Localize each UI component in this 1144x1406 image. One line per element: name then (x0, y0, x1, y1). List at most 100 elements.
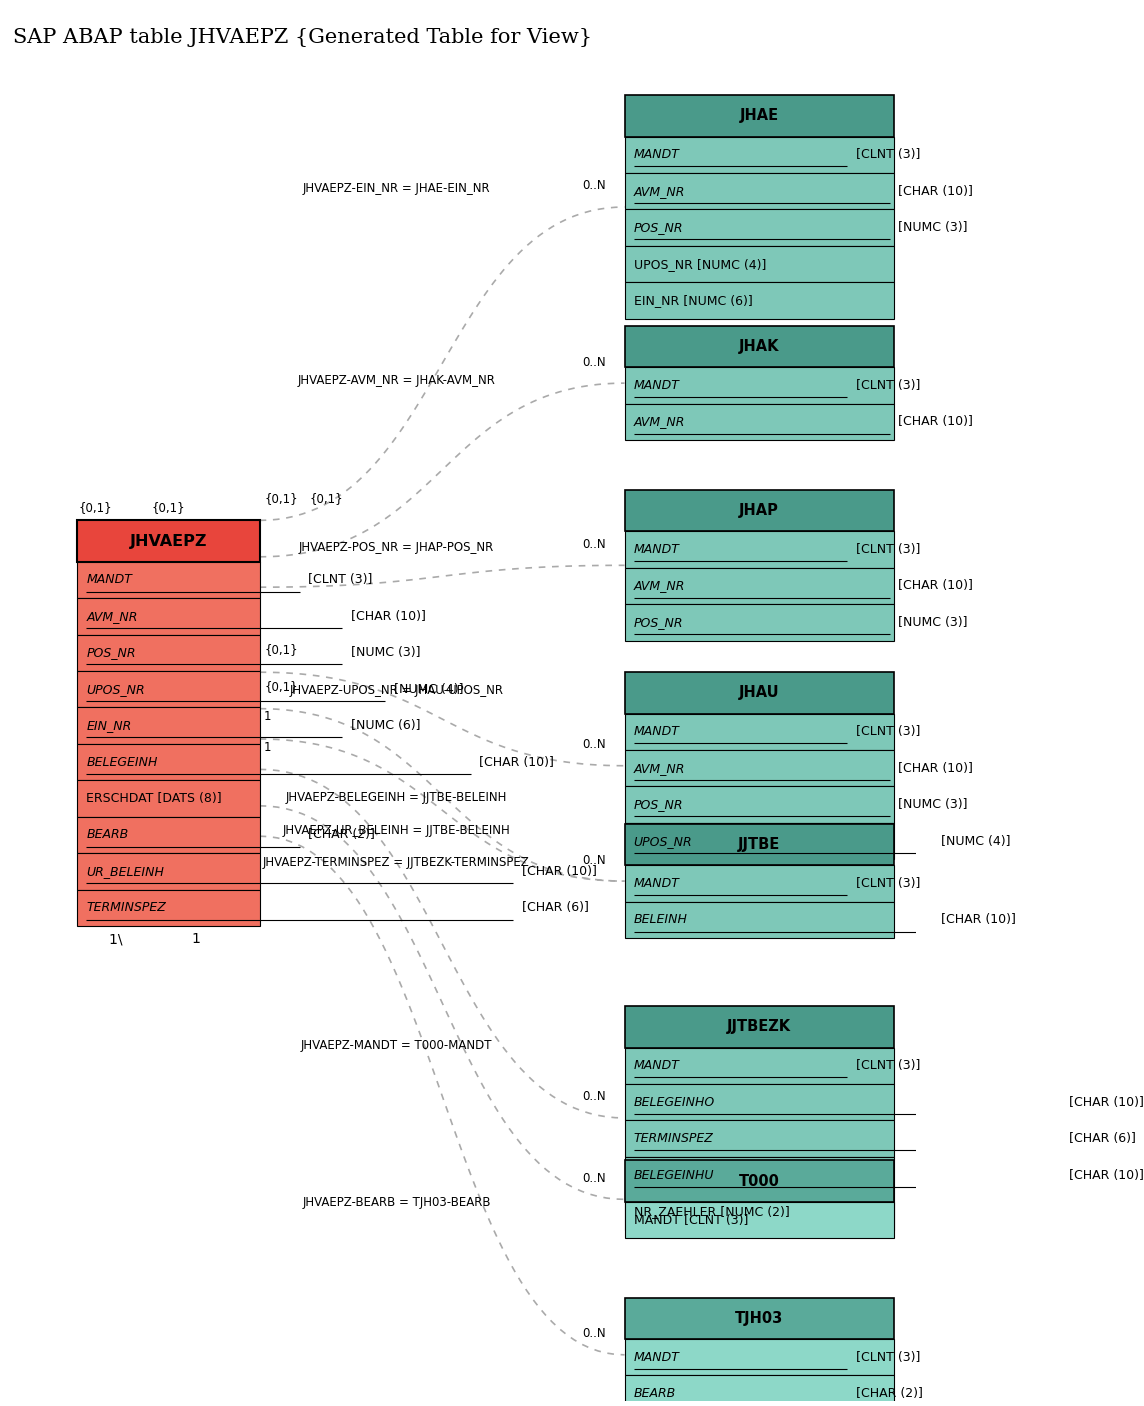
Bar (625, 1298, 893, 1339)
Text: [CLNT (3)]: [CLNT (3)] (851, 1351, 920, 1364)
Text: POS_NR: POS_NR (86, 647, 136, 659)
Text: 0..N: 0..N (582, 1327, 606, 1340)
Text: JHAK: JHAK (739, 339, 779, 354)
Bar (77, 853, 260, 890)
Text: TJH03: TJH03 (734, 1310, 784, 1326)
Text: [CHAR (10)]: [CHAR (10)] (895, 184, 974, 198)
Text: AVM_NR: AVM_NR (634, 416, 685, 429)
Bar (625, 1375, 893, 1406)
Bar (625, 901, 893, 938)
Text: NR_ZAEHLER [NUMC (2)]: NR_ZAEHLER [NUMC (2)] (634, 1205, 789, 1218)
Bar (77, 744, 260, 780)
Text: MANDT: MANDT (634, 725, 680, 738)
Text: 0..N: 0..N (582, 1091, 606, 1104)
Bar (625, 672, 893, 713)
Text: POS_NR: POS_NR (634, 616, 683, 628)
Text: BELEINH: BELEINH (634, 914, 688, 927)
Text: [NUMC (4)]: [NUMC (4)] (390, 683, 463, 696)
Text: EIN_NR [NUMC (6)]: EIN_NR [NUMC (6)] (634, 294, 753, 307)
Text: POS_NR: POS_NR (634, 221, 683, 235)
Text: [CLNT (3)]: [CLNT (3)] (304, 574, 373, 586)
Bar (625, 1084, 893, 1121)
Bar (77, 707, 260, 744)
Text: UR_BELEINH: UR_BELEINH (86, 865, 164, 877)
Text: 0..N: 0..N (582, 180, 606, 193)
Text: {0,1}: {0,1} (264, 492, 297, 505)
Bar (625, 1194, 893, 1230)
Text: MANDT: MANDT (634, 1351, 680, 1364)
Text: BELEGEINHO: BELEGEINHO (634, 1095, 715, 1109)
Bar (625, 1157, 893, 1194)
Text: JJTBE: JJTBE (738, 837, 780, 852)
Text: MANDT: MANDT (634, 380, 680, 392)
Bar (77, 817, 260, 853)
Text: [CHAR (10)]: [CHAR (10)] (347, 610, 426, 623)
Text: SAP ABAP table JHVAEPZ {Generated Table for View}: SAP ABAP table JHVAEPZ {Generated Table … (14, 28, 593, 48)
Text: JHVAEPZ-POS_NR = JHAP-POS_NR: JHVAEPZ-POS_NR = JHAP-POS_NR (299, 540, 494, 554)
Text: JHVAEPZ-UPOS_NR = JHAU-UPOS_NR: JHVAEPZ-UPOS_NR = JHAU-UPOS_NR (289, 683, 503, 697)
Text: [NUMC (3)]: [NUMC (3)] (895, 799, 968, 811)
Text: 0..N: 0..N (582, 738, 606, 751)
Bar (625, 96, 893, 136)
Bar (625, 605, 893, 641)
Text: 0..N: 0..N (582, 356, 606, 368)
Text: {0,1}: {0,1} (310, 492, 343, 505)
Bar (625, 283, 893, 319)
Text: [CLNT (3)]: [CLNT (3)] (851, 877, 920, 890)
Text: [NUMC (6)]: [NUMC (6)] (347, 718, 421, 733)
Text: MANDT: MANDT (634, 1059, 680, 1073)
Bar (625, 865, 893, 901)
Text: [NUMC (3)]: [NUMC (3)] (895, 616, 968, 628)
Text: JHAU: JHAU (739, 685, 779, 700)
Bar (625, 568, 893, 605)
Text: JHVAEPZ-TERMINSPEZ = JJTBEZK-TERMINSPEZ: JHVAEPZ-TERMINSPEZ = JJTBEZK-TERMINSPEZ (263, 856, 530, 869)
Bar (625, 1007, 893, 1047)
Text: [CLNT (3)]: [CLNT (3)] (851, 1059, 920, 1073)
Text: [CHAR (2)]: [CHAR (2)] (851, 1388, 922, 1400)
Text: [CHAR (10)]: [CHAR (10)] (518, 865, 597, 877)
Text: 1: 1 (264, 741, 271, 754)
Bar (77, 890, 260, 927)
Text: JHAP: JHAP (739, 503, 779, 519)
Text: [CHAR (10)]: [CHAR (10)] (937, 914, 1016, 927)
Text: [CLNT (3)]: [CLNT (3)] (851, 380, 920, 392)
Text: [CHAR (10)]: [CHAR (10)] (895, 416, 974, 429)
Text: 0..N: 0..N (582, 853, 606, 866)
Bar (77, 520, 260, 561)
Text: TERMINSPEZ: TERMINSPEZ (634, 1132, 714, 1144)
Text: MANDT: MANDT (634, 877, 680, 890)
Text: JJTBEZK: JJTBEZK (728, 1019, 792, 1035)
Text: [CHAR (10)]: [CHAR (10)] (895, 579, 974, 592)
Text: JHVAEPZ: JHVAEPZ (129, 533, 207, 548)
Bar (625, 713, 893, 749)
Text: BEARB: BEARB (86, 828, 128, 841)
Bar (77, 598, 260, 634)
Text: MANDT: MANDT (634, 543, 680, 555)
Text: BELEGEINHU: BELEGEINHU (634, 1168, 714, 1181)
Text: {0,1}: {0,1} (264, 681, 297, 693)
Text: MANDT: MANDT (86, 574, 133, 586)
Bar (625, 1160, 893, 1202)
Bar (625, 209, 893, 246)
Text: 1: 1 (191, 932, 200, 946)
Text: [CLNT (3)]: [CLNT (3)] (851, 725, 920, 738)
Text: [CHAR (10)]: [CHAR (10)] (1065, 1168, 1144, 1181)
Text: {0,1}: {0,1} (79, 502, 112, 515)
Bar (625, 404, 893, 440)
Text: JHAE: JHAE (739, 108, 779, 124)
Text: MANDT: MANDT (634, 148, 680, 162)
Text: [CHAR (10)]: [CHAR (10)] (895, 762, 974, 775)
Text: UPOS_NR: UPOS_NR (86, 683, 145, 696)
Bar (625, 749, 893, 786)
Bar (625, 173, 893, 209)
Text: UPOS_NR: UPOS_NR (634, 835, 692, 848)
Text: 1\: 1\ (110, 932, 127, 946)
Text: JHVAEPZ-EIN_NR = JHAE-EIN_NR: JHVAEPZ-EIN_NR = JHAE-EIN_NR (303, 183, 491, 195)
Text: UPOS_NR [NUMC (4)]: UPOS_NR [NUMC (4)] (634, 257, 766, 270)
Bar (625, 824, 893, 865)
Bar (625, 786, 893, 823)
Bar (625, 1202, 893, 1239)
Bar (77, 634, 260, 671)
Text: AVM_NR: AVM_NR (634, 184, 685, 198)
Text: EIN_NR: EIN_NR (86, 718, 132, 733)
